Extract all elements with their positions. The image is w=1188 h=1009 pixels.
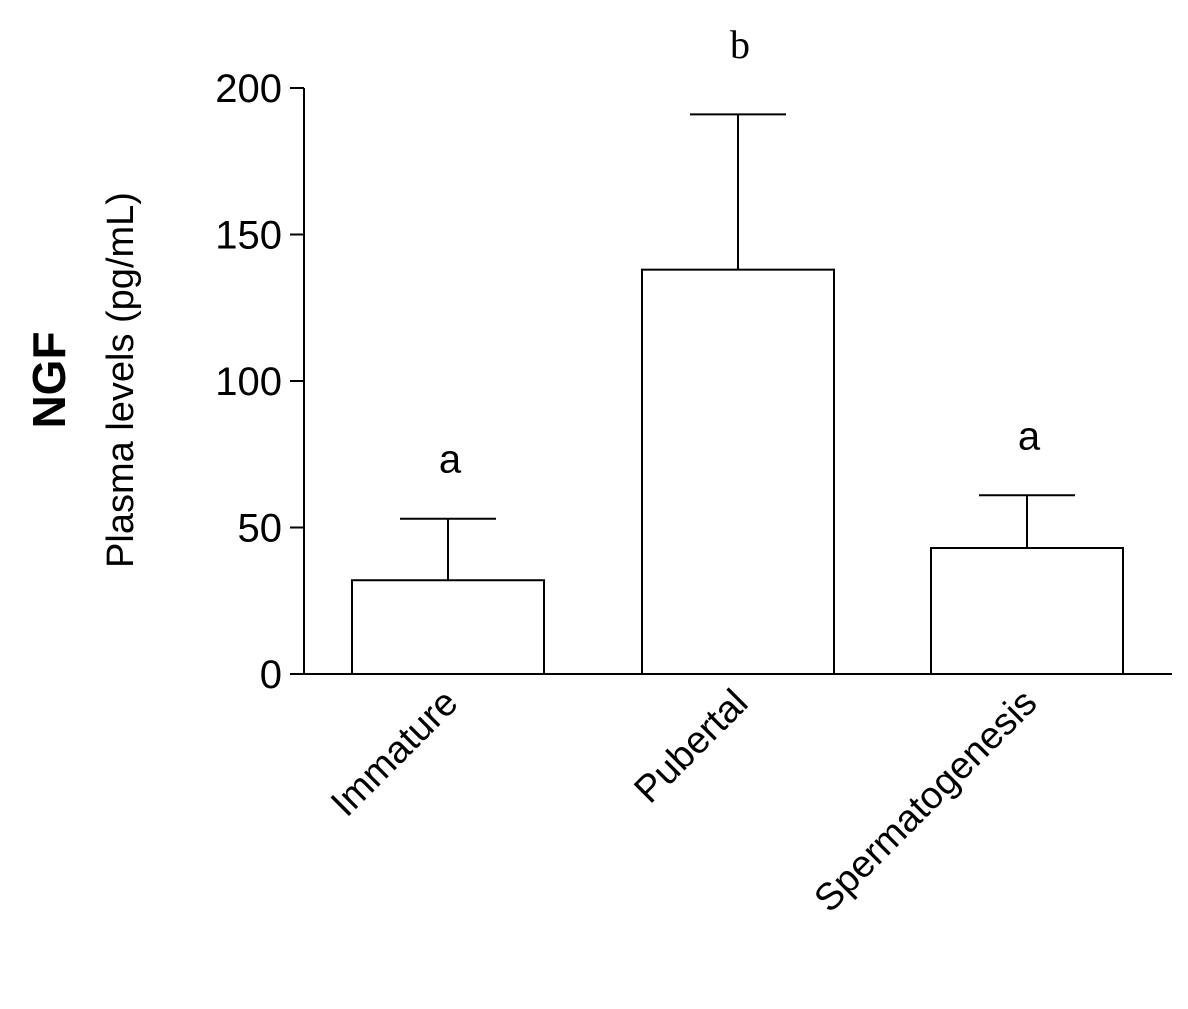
error-bars (400, 113, 1075, 581)
significance-letter: a (439, 438, 462, 482)
significance-letters: a b a (439, 22, 1041, 482)
x-tick-label: Immature (323, 682, 466, 825)
y-axis-subtitle: Plasma levels (pg/mL) (100, 192, 142, 568)
y-tick-label: 50 (238, 507, 283, 551)
significance-letter: a (1018, 414, 1041, 458)
y-tick-label: 200 (215, 67, 282, 111)
y-tick-label: 100 (215, 360, 282, 404)
x-axis-labels: Immature Pubertal Spermatogenesis (323, 682, 1045, 921)
bar-immature (351, 579, 545, 675)
bars (351, 268, 1124, 676)
x-tick-label: Pubertal (627, 682, 757, 812)
y-axis-title: NGF (23, 331, 75, 428)
y-tick-label: 0 (260, 653, 282, 697)
y-axis-ticks: 0 50 100 150 200 (215, 67, 304, 697)
bar-pubertal (641, 268, 835, 675)
significance-letter: b (730, 22, 750, 67)
bar-spermatogenesis (930, 547, 1124, 676)
y-axis-title-group: NGF Plasma levels (pg/mL) (23, 192, 142, 568)
y-tick-label: 150 (215, 214, 282, 258)
x-tick-label: Spermatogenesis (807, 682, 1046, 921)
